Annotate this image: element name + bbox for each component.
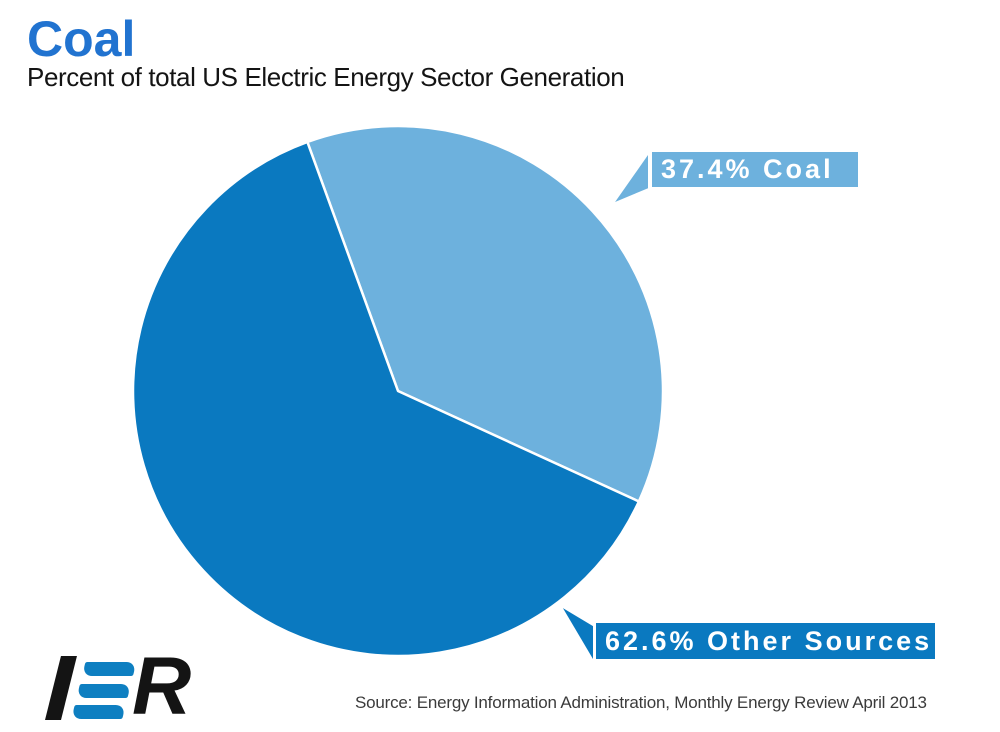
logo-letter-i-bar (45, 656, 77, 720)
logo-letter-e-bar-middle (76, 684, 131, 698)
other-sources-callout-label: 62.6% Other Sources (605, 625, 933, 656)
other-sources-callout: 62.6% Other Sources (596, 623, 935, 659)
coal-callout-label: 37.4% Coal (661, 154, 834, 184)
source-text: Source: Energy Information Administratio… (355, 693, 927, 712)
logo-letter-e-bar-bottom (71, 705, 126, 719)
pie-slice-coal (306, 124, 665, 503)
logo-letter-e-bar-top (81, 662, 137, 676)
ier-logo: R (36, 646, 191, 728)
pie-slice-other-sources (131, 140, 641, 658)
pie-chart (131, 124, 665, 658)
logo-letter-r: R (132, 641, 192, 732)
page-title: Coal (27, 11, 136, 67)
page-subtitle: Percent of total US Electric Energy Sect… (27, 62, 625, 92)
coal-callout: 37.4% Coal (652, 152, 858, 187)
